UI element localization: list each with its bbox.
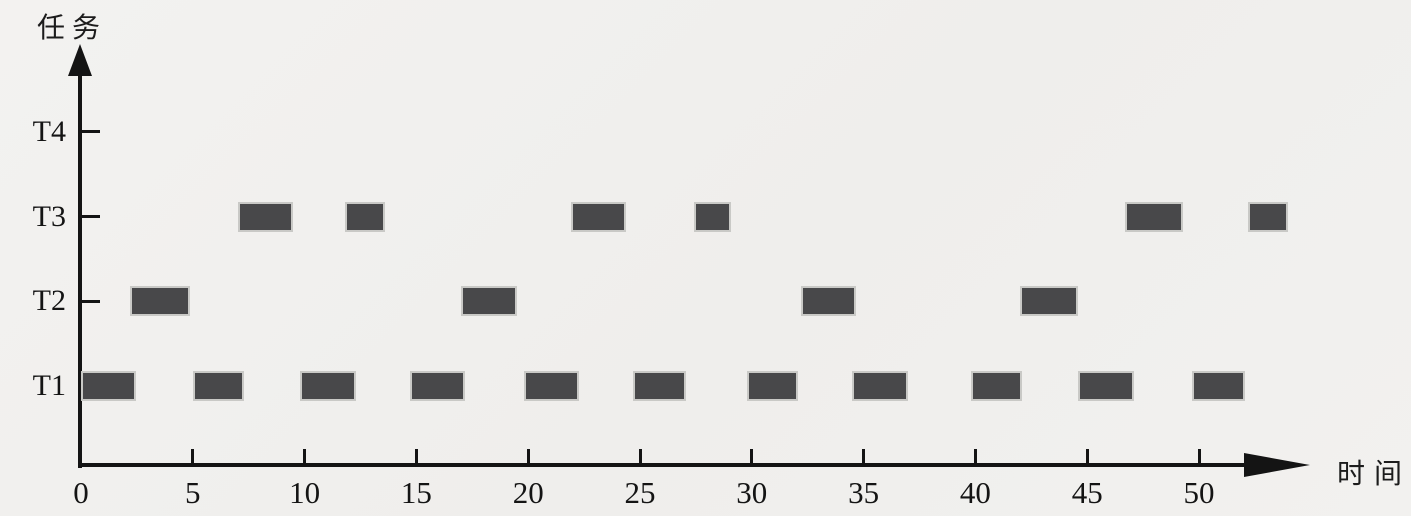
x-tick — [862, 449, 866, 463]
task-bar — [130, 286, 191, 317]
x-axis-line — [78, 463, 1250, 467]
row-label-t3: T3 — [32, 199, 66, 233]
x-tick-label: 5 — [185, 475, 201, 510]
x-tick-label: 0 — [73, 475, 89, 510]
task-bar — [461, 286, 517, 317]
task-bar — [970, 371, 1022, 401]
x-tick-label: 40 — [959, 475, 991, 510]
y-axis-title: 任务 — [37, 13, 108, 44]
row-label-t2: T2 — [32, 284, 66, 318]
task-bar — [633, 371, 687, 401]
task-bar — [1020, 286, 1078, 317]
x-tick — [1197, 449, 1201, 463]
task-bar — [1248, 201, 1288, 232]
x-tick-label: 25 — [624, 475, 656, 510]
x-tick-label: 10 — [289, 475, 321, 510]
task-bar — [237, 201, 293, 232]
task-bar — [523, 371, 580, 401]
x-tick — [191, 449, 195, 463]
x-tick — [638, 449, 642, 463]
x-tick-label: 15 — [400, 475, 432, 510]
x-tick-label: 30 — [736, 475, 768, 510]
x-tick-label: 35 — [848, 475, 880, 510]
x-tick — [973, 449, 977, 463]
task-bar — [1078, 371, 1134, 401]
y-tick — [82, 299, 100, 303]
y-tick — [82, 130, 100, 134]
x-tick — [1085, 449, 1089, 463]
x-tick-label: 20 — [512, 475, 544, 510]
row-label-t4: T4 — [32, 114, 66, 148]
x-tick — [750, 449, 754, 463]
task-bar — [344, 201, 385, 232]
task-bar — [800, 286, 857, 317]
task-bar — [409, 371, 466, 401]
x-tick-label: 45 — [1071, 475, 1103, 510]
x-tick-label: 50 — [1183, 475, 1215, 510]
y-axis-line — [78, 66, 82, 468]
task-bar — [570, 201, 627, 232]
y-tick — [82, 215, 100, 219]
x-tick — [414, 449, 418, 463]
task-bar — [192, 371, 244, 401]
x-tick — [526, 449, 530, 463]
task-bar — [852, 371, 908, 401]
task-bar — [1192, 371, 1246, 401]
task-bar — [300, 371, 356, 401]
task-bar — [81, 371, 137, 401]
x-axis-title: 时间 — [1337, 459, 1411, 490]
y-axis-arrow-icon — [68, 44, 92, 76]
row-label-t1: T1 — [32, 369, 66, 402]
task-bar — [693, 201, 732, 232]
x-tick — [303, 449, 307, 463]
task-bar — [1125, 201, 1183, 232]
x-axis-arrow-icon — [1244, 453, 1310, 477]
task-bar — [747, 371, 799, 401]
